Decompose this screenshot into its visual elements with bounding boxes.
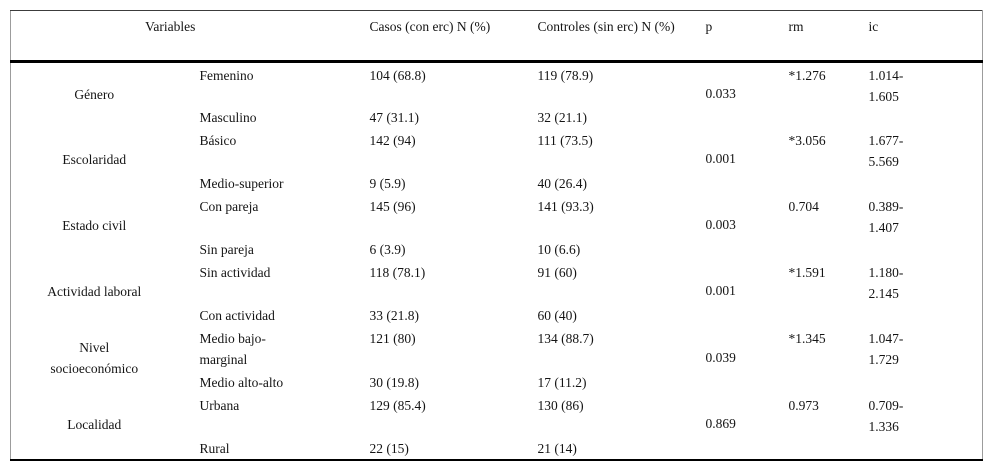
group-label: Género (74, 86, 115, 102)
ic-value-cell: 0.389- 1.407 (868, 198, 904, 235)
category-cell: Sin actividad (199, 264, 271, 280)
column-header-controles: Controles (sin erc) N (%) (533, 10, 702, 63)
table-row: Medio alto-alto 30 (19.8) 17 (11.2) (11, 370, 983, 393)
p-value-cell: 0.003 (705, 217, 736, 232)
controles-cell: 17 (11.2) (537, 374, 587, 390)
casos-cell: 118 (78.1) (369, 264, 426, 280)
casos-cell: 33 (21.8) (369, 307, 420, 323)
group-label: Nivel socioeconómico (50, 340, 139, 376)
rm-value-cell: 0.973 (788, 397, 819, 413)
casos-cell: 30 (19.8) (369, 374, 420, 390)
controles-cell: 32 (21.1) (537, 109, 588, 125)
column-header-p: p (701, 10, 785, 63)
casos-cell: 142 (94) (369, 132, 416, 148)
casos-cell: 104 (68.8) (369, 68, 426, 83)
rm-value-cell: *1.591 (788, 264, 826, 280)
table-row: Rural 22 (15) 21 (14) (11, 436, 983, 460)
category-cell: Medio alto-alto (199, 374, 284, 390)
column-header-ic: ic (864, 10, 983, 63)
controles-cell: 60 (40) (537, 307, 577, 323)
casos-cell: 129 (85.4) (369, 397, 426, 413)
ic-value-cell: 1.180- 2.145 (868, 264, 904, 301)
controles-cell: 130 (86) (537, 397, 584, 413)
group-label: Actividad laboral (47, 284, 142, 299)
casos-cell: 47 (31.1) (369, 109, 420, 125)
column-header-variables: Variables (10, 10, 366, 63)
category-cell: Femenino (199, 68, 254, 83)
statistics-table: Variables Casos (con erc) N (%) Controle… (10, 10, 984, 461)
rm-value-cell: *1.345 (788, 330, 826, 346)
table-row: Con actividad 33 (21.8) 60 (40) (11, 303, 983, 326)
table-row: Medio-superior 9 (5.9) 40 (26.4) (11, 171, 983, 194)
table-row: Escolaridad Básico 142 (94) 111 (73.5) 0.001… (11, 128, 983, 171)
column-header-casos: Casos (con erc) N (%) (365, 10, 534, 63)
table-row: Actividad laboral Sin actividad 118 (78.1)… (11, 260, 983, 303)
p-value-cell: 0.001 (705, 151, 736, 166)
p-value-cell: 0.039 (705, 349, 736, 365)
category-cell: Sin pareja (199, 241, 254, 257)
category-cell: Con pareja (199, 198, 259, 214)
controles-cell: 134 (88.7) (537, 330, 594, 346)
category-cell: Masculino (199, 109, 257, 125)
casos-cell: 22 (15) (369, 440, 409, 456)
group-label: Localidad (67, 417, 122, 432)
controles-cell: 111 (73.5) (537, 132, 593, 148)
header-row: Variables Casos (con erc) N (%) Controle… (10, 10, 983, 63)
table-row: Nivel socioeconómico Medio bajo- marginal… (11, 326, 983, 377)
category-cell: Con actividad (199, 307, 275, 323)
table-row: Localidad Urbana 129 (85.4) 130 (86) 0.869 0.… (11, 393, 983, 436)
casos-cell: 145 (96) (369, 198, 416, 214)
controles-cell: 141 (93.3) (537, 198, 594, 214)
controles-cell: 10 (6.6) (537, 241, 581, 257)
group-label: Estado civil (62, 218, 127, 233)
ic-value-cell: 0.709- 1.336 (868, 397, 904, 434)
table-body: Género Femenino 104 (68.8) 119 (78.9) 0.033 *… (11, 62, 983, 460)
ic-value-cell: 1.047- 1.729 (868, 330, 904, 367)
p-value-cell: 0.869 (705, 416, 736, 431)
controles-cell: 40 (26.4) (537, 175, 588, 191)
controles-cell: 91 (60) (537, 264, 577, 280)
table-row: Género Femenino 104 (68.8) 119 (78.9) 0.033 *… (11, 62, 983, 105)
category-cell: Básico (199, 132, 237, 148)
rm-value-cell: *1.276 (788, 68, 826, 83)
table-row: Masculino 47 (31.1) 32 (21.1) (11, 105, 983, 128)
table-header: Variables Casos (con erc) N (%) Controle… (10, 10, 983, 63)
controles-cell: 21 (14) (537, 440, 577, 456)
column-header-rm: rm (784, 10, 865, 63)
controles-cell: 119 (78.9) (537, 68, 594, 83)
category-cell: Medio-superior (199, 175, 284, 191)
category-cell: Rural (199, 440, 230, 456)
table-row: Estado civil Con pareja 145 (96) 141 (93.3)… (11, 194, 983, 237)
casos-cell: 6 (3.9) (369, 241, 406, 257)
category-cell: Urbana (199, 397, 240, 413)
rm-value-cell: *3.056 (788, 132, 826, 148)
p-value-cell: 0.033 (705, 85, 736, 101)
ic-value-cell: 1.014- 1.605 (868, 68, 904, 104)
casos-cell: 121 (80) (369, 330, 416, 346)
group-label: Escolaridad (62, 152, 127, 167)
p-value-cell: 0.001 (705, 283, 736, 298)
table-row: Sin pareja 6 (3.9) 10 (6.6) (11, 237, 983, 260)
ic-value-cell: 1.677- 5.569 (868, 132, 904, 169)
category-cell: Medio bajo- marginal (199, 330, 266, 367)
casos-cell: 9 (5.9) (369, 175, 406, 191)
rm-value-cell: 0.704 (788, 198, 819, 214)
